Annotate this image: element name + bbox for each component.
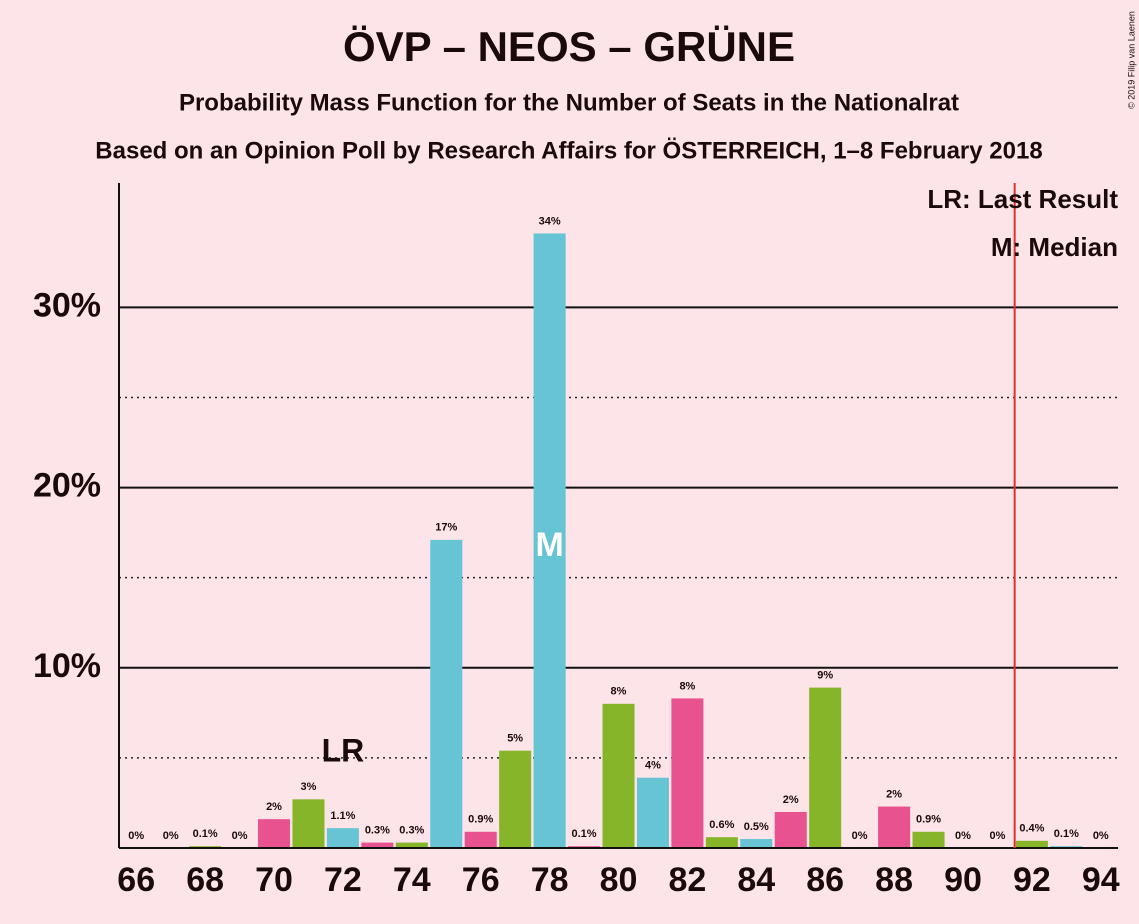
value-label: 0%: [989, 830, 1005, 842]
bar: [395, 842, 428, 848]
value-label: 0.4%: [1019, 823, 1044, 835]
value-label: 17%: [435, 522, 457, 534]
bar: [1015, 840, 1048, 848]
copyright: © 2019 Filip van Laenen: [1126, 11, 1136, 109]
bar: [740, 838, 773, 848]
value-label: 1.1%: [330, 810, 355, 822]
value-label: 0.1%: [572, 828, 597, 840]
bar: [533, 233, 566, 849]
bar: [636, 777, 669, 848]
legend-entry: LR: Last Result: [927, 184, 1118, 214]
value-label: 4%: [645, 760, 661, 772]
x-tick-label: 82: [668, 861, 706, 899]
value-label: 0.1%: [1054, 828, 1079, 840]
value-label: 8%: [611, 686, 627, 698]
bar: [361, 842, 394, 848]
last-result-marker: LR: [322, 732, 365, 768]
x-tick-label: 88: [875, 861, 913, 899]
bar: [774, 811, 807, 848]
bar: [430, 539, 463, 848]
x-tick-label: 90: [944, 861, 982, 899]
x-tick-label: 66: [117, 861, 155, 899]
value-label: 0.3%: [365, 824, 390, 836]
x-tick-label: 68: [186, 861, 224, 899]
x-tick-label: 70: [255, 861, 293, 899]
value-label: 2%: [266, 801, 282, 813]
x-tick-label: 86: [806, 861, 844, 899]
bar: [292, 799, 325, 848]
value-label: 0%: [128, 830, 144, 842]
bar: [809, 687, 842, 848]
x-tick-label: 76: [462, 861, 500, 899]
chart-subtitle: Based on an Opinion Poll by Research Aff…: [95, 137, 1042, 164]
y-tick-label: 20%: [33, 467, 101, 505]
chart-subtitle: Probability Mass Function for the Number…: [179, 89, 959, 116]
bar: [464, 831, 497, 848]
value-label: 0%: [1093, 830, 1109, 842]
bar: [912, 831, 945, 848]
value-label: 0%: [955, 830, 971, 842]
value-label: 0.5%: [744, 821, 769, 833]
value-label: 2%: [886, 788, 902, 800]
median-marker: M: [535, 526, 563, 564]
value-label: 2%: [783, 794, 799, 806]
x-tick-label: 84: [737, 861, 775, 899]
value-label: 0.1%: [193, 828, 218, 840]
bar: [705, 837, 738, 848]
x-tick-label: 74: [393, 861, 431, 899]
bar: [671, 698, 704, 848]
x-tick-label: 78: [531, 861, 569, 899]
value-label: 0.9%: [468, 814, 493, 826]
value-label: 9%: [817, 670, 833, 682]
value-label: 8%: [679, 680, 695, 692]
bar: [878, 806, 911, 848]
value-label: 5%: [507, 733, 523, 745]
value-label: 0.9%: [916, 814, 941, 826]
y-tick-label: 10%: [33, 647, 101, 685]
value-label: 0.6%: [709, 819, 734, 831]
bar: [326, 828, 359, 848]
value-label: 0%: [163, 830, 179, 842]
bar: [602, 703, 635, 848]
x-tick-label: 80: [600, 861, 638, 899]
bar: [499, 750, 532, 848]
bar: [257, 819, 291, 848]
x-tick-label: 94: [1082, 861, 1120, 899]
value-label: 0.3%: [399, 824, 424, 836]
x-tick-label: 72: [324, 861, 362, 899]
legend-entry: M: Median: [991, 232, 1118, 262]
y-tick-label: 30%: [33, 286, 101, 324]
value-label: 0%: [852, 830, 868, 842]
x-tick-label: 92: [1013, 861, 1051, 899]
value-label: 3%: [301, 781, 317, 793]
chart-title: ÖVP – NEOS – GRÜNE: [343, 23, 795, 70]
value-label: 0%: [232, 830, 248, 842]
value-label: 34%: [539, 215, 561, 227]
